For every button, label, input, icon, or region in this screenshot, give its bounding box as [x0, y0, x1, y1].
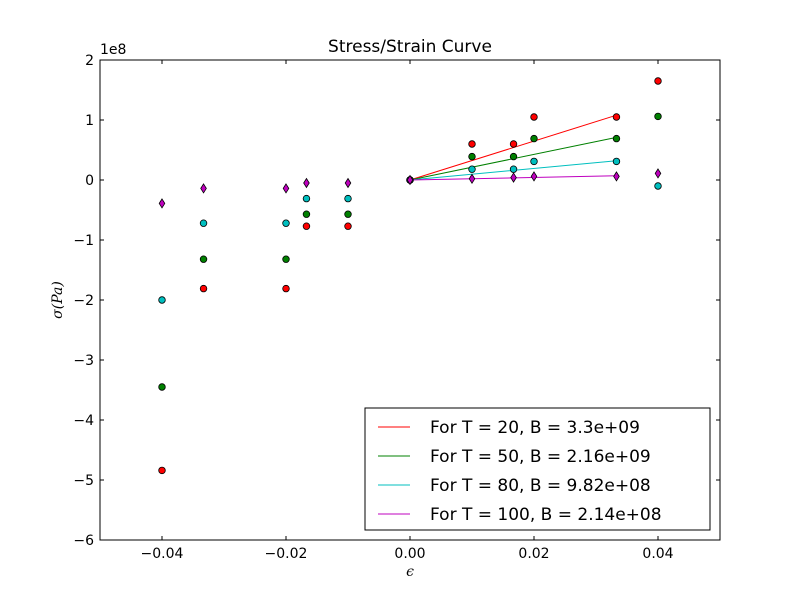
data-point-series-3 [509, 165, 518, 173]
x-tick-label: 0.02 [518, 546, 549, 562]
y-tick-label: −2 [73, 293, 94, 309]
data-point-series-4 [530, 171, 538, 182]
data-point-series-1 [158, 466, 166, 475]
y-offset-label: 1e8 [100, 42, 126, 58]
legend-items: For T = 20, B = 3.3e+09 For T = 50, B = 2… [378, 418, 662, 525]
legend: For T = 20, B = 3.3e+09 For T = 50, B = 2… [364, 407, 711, 531]
x-tick-label: 0.04 [642, 546, 673, 562]
y-tick-label: 0 [85, 173, 94, 189]
data-point-series-2 [509, 152, 518, 161]
data-point-series-1 [344, 222, 352, 230]
data-point-series-4 [344, 177, 352, 189]
y-axis-ticks: −6 −5 −4 −3 −2 −1 0 1 2 [73, 53, 720, 549]
data-point-series-1 [199, 284, 208, 293]
x-axis-ticks: −0.04 −0.02 0.00 0.02 0.04 [141, 60, 674, 562]
data-point-series-2 [344, 210, 352, 218]
data-point-series-4 [406, 174, 414, 186]
data-point-series-4 [510, 172, 517, 183]
data-point-series-2 [302, 210, 311, 218]
data-point-series-3 [530, 157, 538, 166]
data-point-series-3 [282, 219, 290, 227]
data-point-series-1 [282, 284, 290, 293]
data-markers [158, 77, 662, 475]
x-tick-label: −0.04 [141, 546, 184, 562]
data-point-series-1 [654, 77, 662, 85]
data-point-series-1 [612, 113, 621, 121]
data-point-series-4 [468, 173, 476, 185]
y-tick-label: −1 [73, 233, 94, 249]
data-point-series-1 [302, 222, 311, 230]
x-tick-label: 0.00 [394, 546, 425, 562]
data-point-series-4 [303, 177, 310, 189]
data-point-series-3 [199, 219, 208, 227]
y-tick-label: 1 [85, 113, 94, 129]
y-axis-label: σ(Pa) [50, 281, 66, 319]
y-tick-label: 2 [85, 53, 94, 69]
data-point-series-2 [654, 112, 662, 121]
y-tick-label: −3 [73, 353, 94, 369]
data-point-series-2 [199, 255, 208, 263]
y-tick-label: −6 [73, 533, 94, 549]
data-point-series-4 [613, 171, 620, 182]
data-point-series-2 [612, 134, 621, 143]
legend-box [364, 407, 711, 531]
data-point-series-1 [468, 140, 476, 148]
legend-label-series-2: For T = 50, B = 2.16e+09 [430, 447, 651, 467]
legend-label-series-3: For T = 80, B = 9.82e+08 [430, 476, 651, 496]
data-point-series-3 [654, 182, 662, 190]
data-point-series-3 [344, 194, 352, 203]
data-point-series-4 [282, 183, 290, 194]
chart-title: Stress/Strain Curve [328, 37, 492, 57]
data-point-series-4 [158, 198, 166, 209]
data-point-series-4 [654, 168, 662, 179]
y-tick-label: −4 [73, 413, 94, 429]
data-point-series-3 [158, 296, 166, 304]
x-tick-label: −0.02 [265, 546, 308, 562]
y-tick-label: −5 [73, 473, 94, 489]
data-point-series-2 [158, 383, 166, 391]
x-axis-label: ϵ [406, 564, 414, 580]
legend-label-series-1: For T = 20, B = 3.3e+09 [430, 418, 640, 438]
data-point-series-2 [282, 255, 290, 263]
legend-label-series-4: For T = 100, B = 2.14e+08 [430, 505, 662, 525]
data-point-series-2 [468, 152, 476, 161]
data-point-series-3 [468, 165, 476, 173]
data-point-series-1 [509, 140, 518, 148]
data-point-series-2 [530, 134, 538, 143]
data-point-series-3 [302, 194, 311, 203]
data-point-series-3 [612, 157, 621, 166]
data-point-series-1 [530, 113, 538, 121]
data-point-series-4 [200, 183, 207, 194]
